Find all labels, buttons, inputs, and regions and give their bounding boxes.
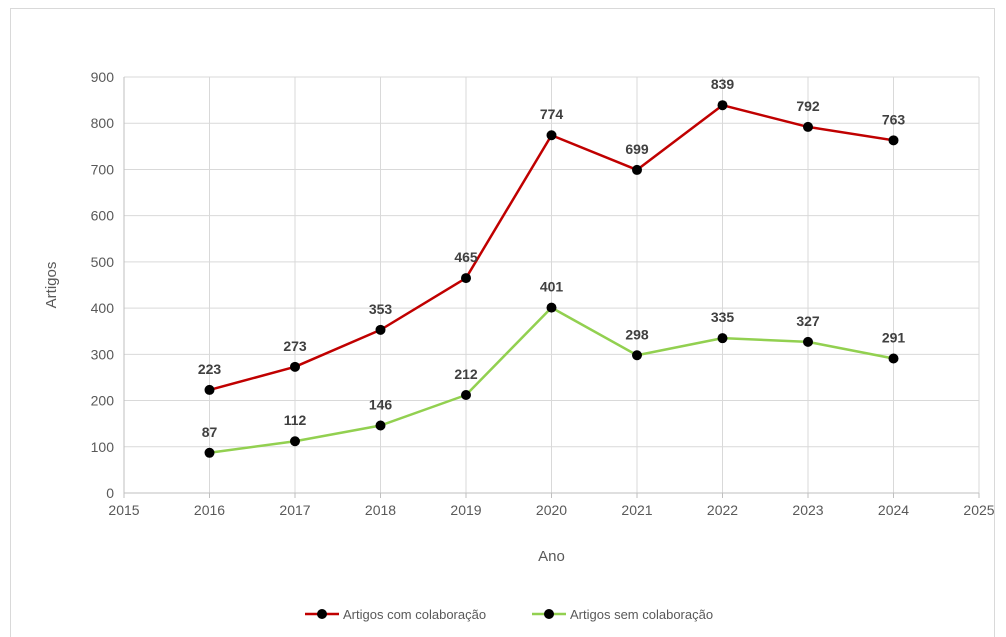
data-label: 763 xyxy=(882,111,906,127)
data-label: 465 xyxy=(454,249,478,265)
x-tick-label: 2020 xyxy=(536,502,567,518)
axes: 0 100 200 300 400 500 600 700 800 900 2015 2016 2017… xyxy=(91,69,995,518)
data-point xyxy=(375,324,386,335)
data-label: 401 xyxy=(540,279,564,295)
data-labels: 223 273 353 465 774 699 839 792 763 87 112 146 212 40… xyxy=(198,76,906,440)
data-point xyxy=(290,361,300,372)
data-label: 223 xyxy=(198,361,222,377)
data-label: 298 xyxy=(625,326,649,342)
data-label: 792 xyxy=(796,98,820,114)
x-tick-label: 2022 xyxy=(707,502,738,518)
data-label: 327 xyxy=(796,313,820,329)
x-tick-label: 2025 xyxy=(963,502,994,518)
data-point xyxy=(888,135,899,146)
gridlines xyxy=(123,76,980,494)
legend-marker xyxy=(317,609,327,619)
data-point xyxy=(803,336,813,347)
data-label: 212 xyxy=(454,366,478,382)
legend-label-1: Artigos sem colaboração xyxy=(570,607,713,622)
x-tick-label: 2016 xyxy=(194,502,225,518)
legend-label-0: Artigos com colaboração xyxy=(343,607,486,622)
y-tick-label: 0 xyxy=(106,485,114,501)
data-point xyxy=(461,390,471,401)
x-tick-label: 2018 xyxy=(365,502,396,518)
x-tick-label: 2024 xyxy=(878,502,909,518)
x-tick-label: 2021 xyxy=(621,502,652,518)
x-tick-label: 2019 xyxy=(450,502,481,518)
x-tick-label: 2015 xyxy=(108,502,139,518)
legend: Artigos com colaboração Artigos sem colab… xyxy=(305,607,713,622)
data-label: 146 xyxy=(369,397,393,413)
y-tick-label: 400 xyxy=(91,300,115,316)
data-label: 291 xyxy=(882,329,906,345)
y-tick-label: 900 xyxy=(91,69,115,85)
data-label: 335 xyxy=(711,309,735,325)
chart-frame xyxy=(10,8,995,637)
data-label: 839 xyxy=(711,76,735,92)
y-tick-label: 500 xyxy=(91,254,115,270)
data-point xyxy=(204,447,215,458)
data-label: 774 xyxy=(540,106,564,122)
x-axis-title: Ano xyxy=(538,548,565,565)
series-lines xyxy=(204,100,899,458)
data-label: 273 xyxy=(283,338,307,354)
data-point xyxy=(888,353,899,364)
y-axis-title: Artigos xyxy=(43,262,60,309)
data-point xyxy=(375,420,386,431)
data-label: 112 xyxy=(284,412,307,428)
data-point xyxy=(461,273,471,284)
y-tick-label: 300 xyxy=(91,346,115,362)
y-tick-label: 600 xyxy=(91,208,115,224)
data-label: 353 xyxy=(369,301,393,317)
data-point xyxy=(632,350,642,361)
y-tick-label: 700 xyxy=(91,161,115,177)
y-tick-label: 800 xyxy=(91,115,115,131)
data-label: 87 xyxy=(202,424,218,440)
data-point xyxy=(803,121,813,132)
data-point xyxy=(717,100,728,111)
data-point xyxy=(546,130,557,141)
data-label: 699 xyxy=(625,141,649,157)
x-tick-label: 2023 xyxy=(792,502,823,518)
legend-marker xyxy=(544,609,554,619)
data-point xyxy=(546,302,557,313)
data-point xyxy=(290,436,300,447)
y-tick-label: 100 xyxy=(91,439,115,455)
y-tick-label: 200 xyxy=(91,393,115,409)
data-point xyxy=(204,384,215,395)
data-point xyxy=(717,333,728,344)
x-tick-label: 2017 xyxy=(279,502,310,518)
data-point xyxy=(632,164,642,175)
